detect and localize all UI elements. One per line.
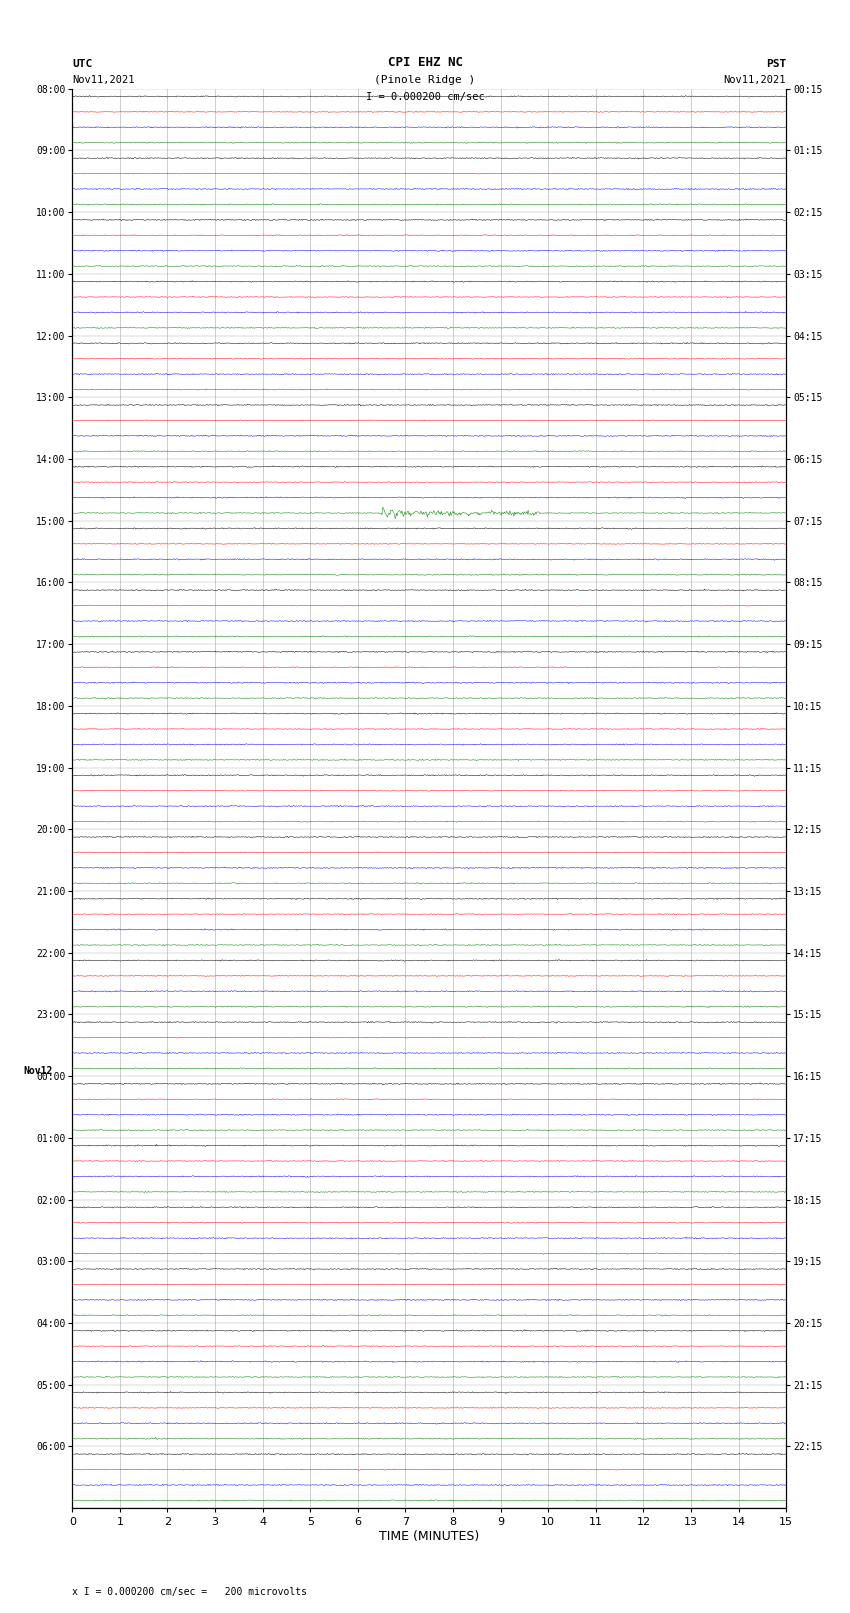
- Text: (Pinole Ridge ): (Pinole Ridge ): [374, 76, 476, 85]
- Text: UTC: UTC: [72, 60, 93, 69]
- X-axis label: TIME (MINUTES): TIME (MINUTES): [379, 1531, 479, 1544]
- Text: CPI EHZ NC: CPI EHZ NC: [388, 56, 462, 69]
- Text: Nov11,2021: Nov11,2021: [723, 76, 786, 85]
- Text: Nov12: Nov12: [24, 1066, 53, 1076]
- Text: I = 0.000200 cm/sec: I = 0.000200 cm/sec: [366, 92, 484, 102]
- Text: PST: PST: [766, 60, 786, 69]
- Text: x I = 0.000200 cm/sec =   200 microvolts: x I = 0.000200 cm/sec = 200 microvolts: [72, 1587, 307, 1597]
- Text: Nov11,2021: Nov11,2021: [72, 76, 135, 85]
